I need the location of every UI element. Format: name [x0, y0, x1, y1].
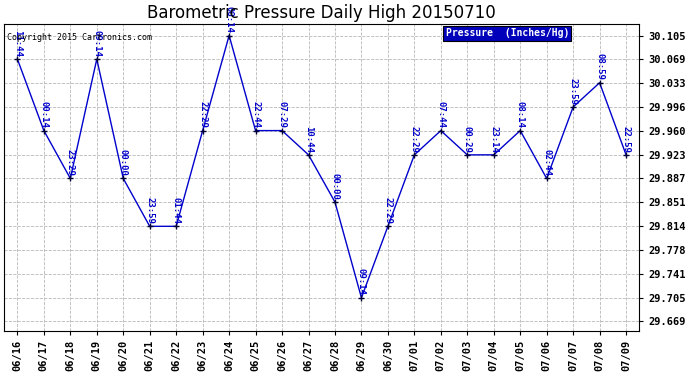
- Text: 23:14: 23:14: [489, 126, 498, 152]
- Text: 07:29: 07:29: [277, 101, 286, 128]
- Text: Pressure  (Inches/Hg): Pressure (Inches/Hg): [446, 28, 569, 38]
- Text: 23:59: 23:59: [569, 78, 578, 105]
- Text: 02:44: 02:44: [542, 149, 551, 176]
- Text: 08:14: 08:14: [225, 6, 234, 33]
- Text: 07:44: 07:44: [436, 101, 445, 128]
- Text: 22:44: 22:44: [251, 101, 260, 128]
- Text: 11:44: 11:44: [13, 30, 22, 57]
- Text: 10:44: 10:44: [304, 126, 313, 152]
- Text: Copyright 2015 Cartronics.com: Copyright 2015 Cartronics.com: [8, 33, 152, 42]
- Text: 09:14: 09:14: [92, 30, 101, 57]
- Text: 01:44: 01:44: [172, 197, 181, 224]
- Text: 22:29: 22:29: [384, 197, 393, 224]
- Text: 00:14: 00:14: [39, 101, 48, 128]
- Text: 23:29: 23:29: [66, 149, 75, 176]
- Text: 08:14: 08:14: [515, 101, 524, 128]
- Text: 00:29: 00:29: [463, 126, 472, 152]
- Text: 00:00: 00:00: [119, 149, 128, 176]
- Text: 22:29: 22:29: [198, 101, 207, 128]
- Text: 09:14: 09:14: [357, 268, 366, 296]
- Text: 23:59: 23:59: [145, 197, 155, 224]
- Text: 22:29: 22:29: [410, 126, 419, 152]
- Text: 08:59: 08:59: [595, 53, 604, 80]
- Text: 00:00: 00:00: [331, 173, 339, 200]
- Title: Barometric Pressure Daily High 20150710: Barometric Pressure Daily High 20150710: [148, 4, 496, 22]
- Text: 22:59: 22:59: [622, 126, 631, 152]
